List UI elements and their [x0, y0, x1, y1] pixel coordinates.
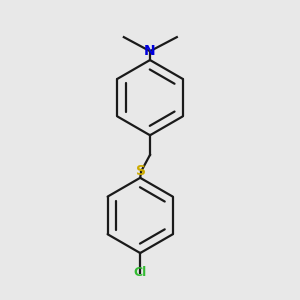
Text: N: N: [144, 44, 156, 58]
Text: S: S: [136, 164, 146, 178]
Text: Cl: Cl: [134, 266, 147, 279]
